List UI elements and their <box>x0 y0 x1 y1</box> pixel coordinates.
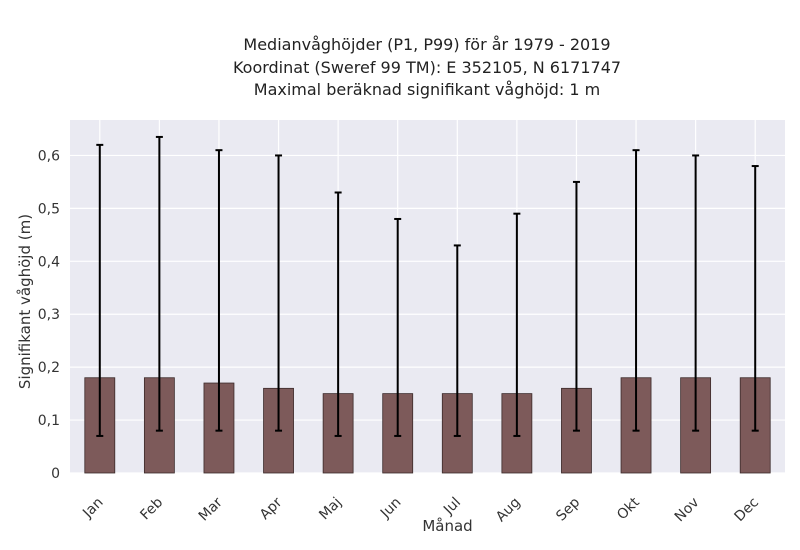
y-tick-label: 0 <box>51 466 60 482</box>
x-tick-label: Mar <box>196 494 226 524</box>
error-bar-jul <box>453 244 461 437</box>
x-tick-label: Jul <box>440 495 464 519</box>
chart-title-line-3: Maximal beräknad signifikant våghöjd: 1 … <box>253 80 601 99</box>
y-tick-label: 0,6 <box>38 148 60 164</box>
x-axis-ticks: Jan Feb Mar Apr Maj Jun Jul Aug Sep Okt Nov Dec <box>79 494 762 525</box>
x-tick-label: Feb <box>137 494 166 523</box>
x-tick-label: Dec <box>732 495 762 525</box>
x-tick-label: Jun <box>377 495 404 522</box>
chart-title-line-1-text: Medianvåghöjder (P1, P99) för år 1979 - … <box>243 35 611 54</box>
x-tick-label: Maj <box>316 495 345 524</box>
x-tick-label: Aug <box>493 495 524 526</box>
plot-area <box>70 120 785 473</box>
y-tick-label: 0,2 <box>38 360 60 376</box>
error-bar-apr <box>275 154 283 432</box>
error-bars-layer <box>96 135 759 437</box>
error-bar-nov <box>692 154 700 432</box>
x-tick-label: Okt <box>614 494 643 523</box>
y-tick-label: 0,1 <box>38 413 60 429</box>
y-tick-label: 0,3 <box>38 307 60 323</box>
y-tick-label: 0,5 <box>38 201 60 217</box>
error-bar-maj <box>334 191 342 437</box>
chart-title-line-1: Medianvåghöjder (P1, P99) för år 1979 - … <box>0 35 800 54</box>
x-tick-label: Nov <box>672 495 703 526</box>
x-axis-label: Månad <box>422 517 472 535</box>
x-tick-label: Apr <box>257 494 286 523</box>
error-bar-aug <box>513 212 521 437</box>
x-tick-label: Sep <box>553 494 583 524</box>
error-bar-jan <box>96 143 104 437</box>
error-bar-jun <box>394 217 402 437</box>
error-bar-sep <box>572 180 580 432</box>
y-axis-ticks: 0 0,1 0,2 0,3 0,4 0,5 0,6 <box>38 148 60 482</box>
bars-layer <box>84 377 771 474</box>
y-axis-label: Signifikant våghöjd (m) <box>16 214 34 389</box>
y-tick-label: 0,4 <box>38 254 60 270</box>
x-tick-label: Jan <box>79 495 106 522</box>
chart-title-line-2: Koordinat (Sweref 99 TM): E 352105, N 61… <box>232 58 622 77</box>
error-bar-mar <box>215 149 223 432</box>
error-bar-dec <box>751 165 759 432</box>
error-bar-feb <box>155 135 163 432</box>
error-bar-okt <box>632 149 640 432</box>
